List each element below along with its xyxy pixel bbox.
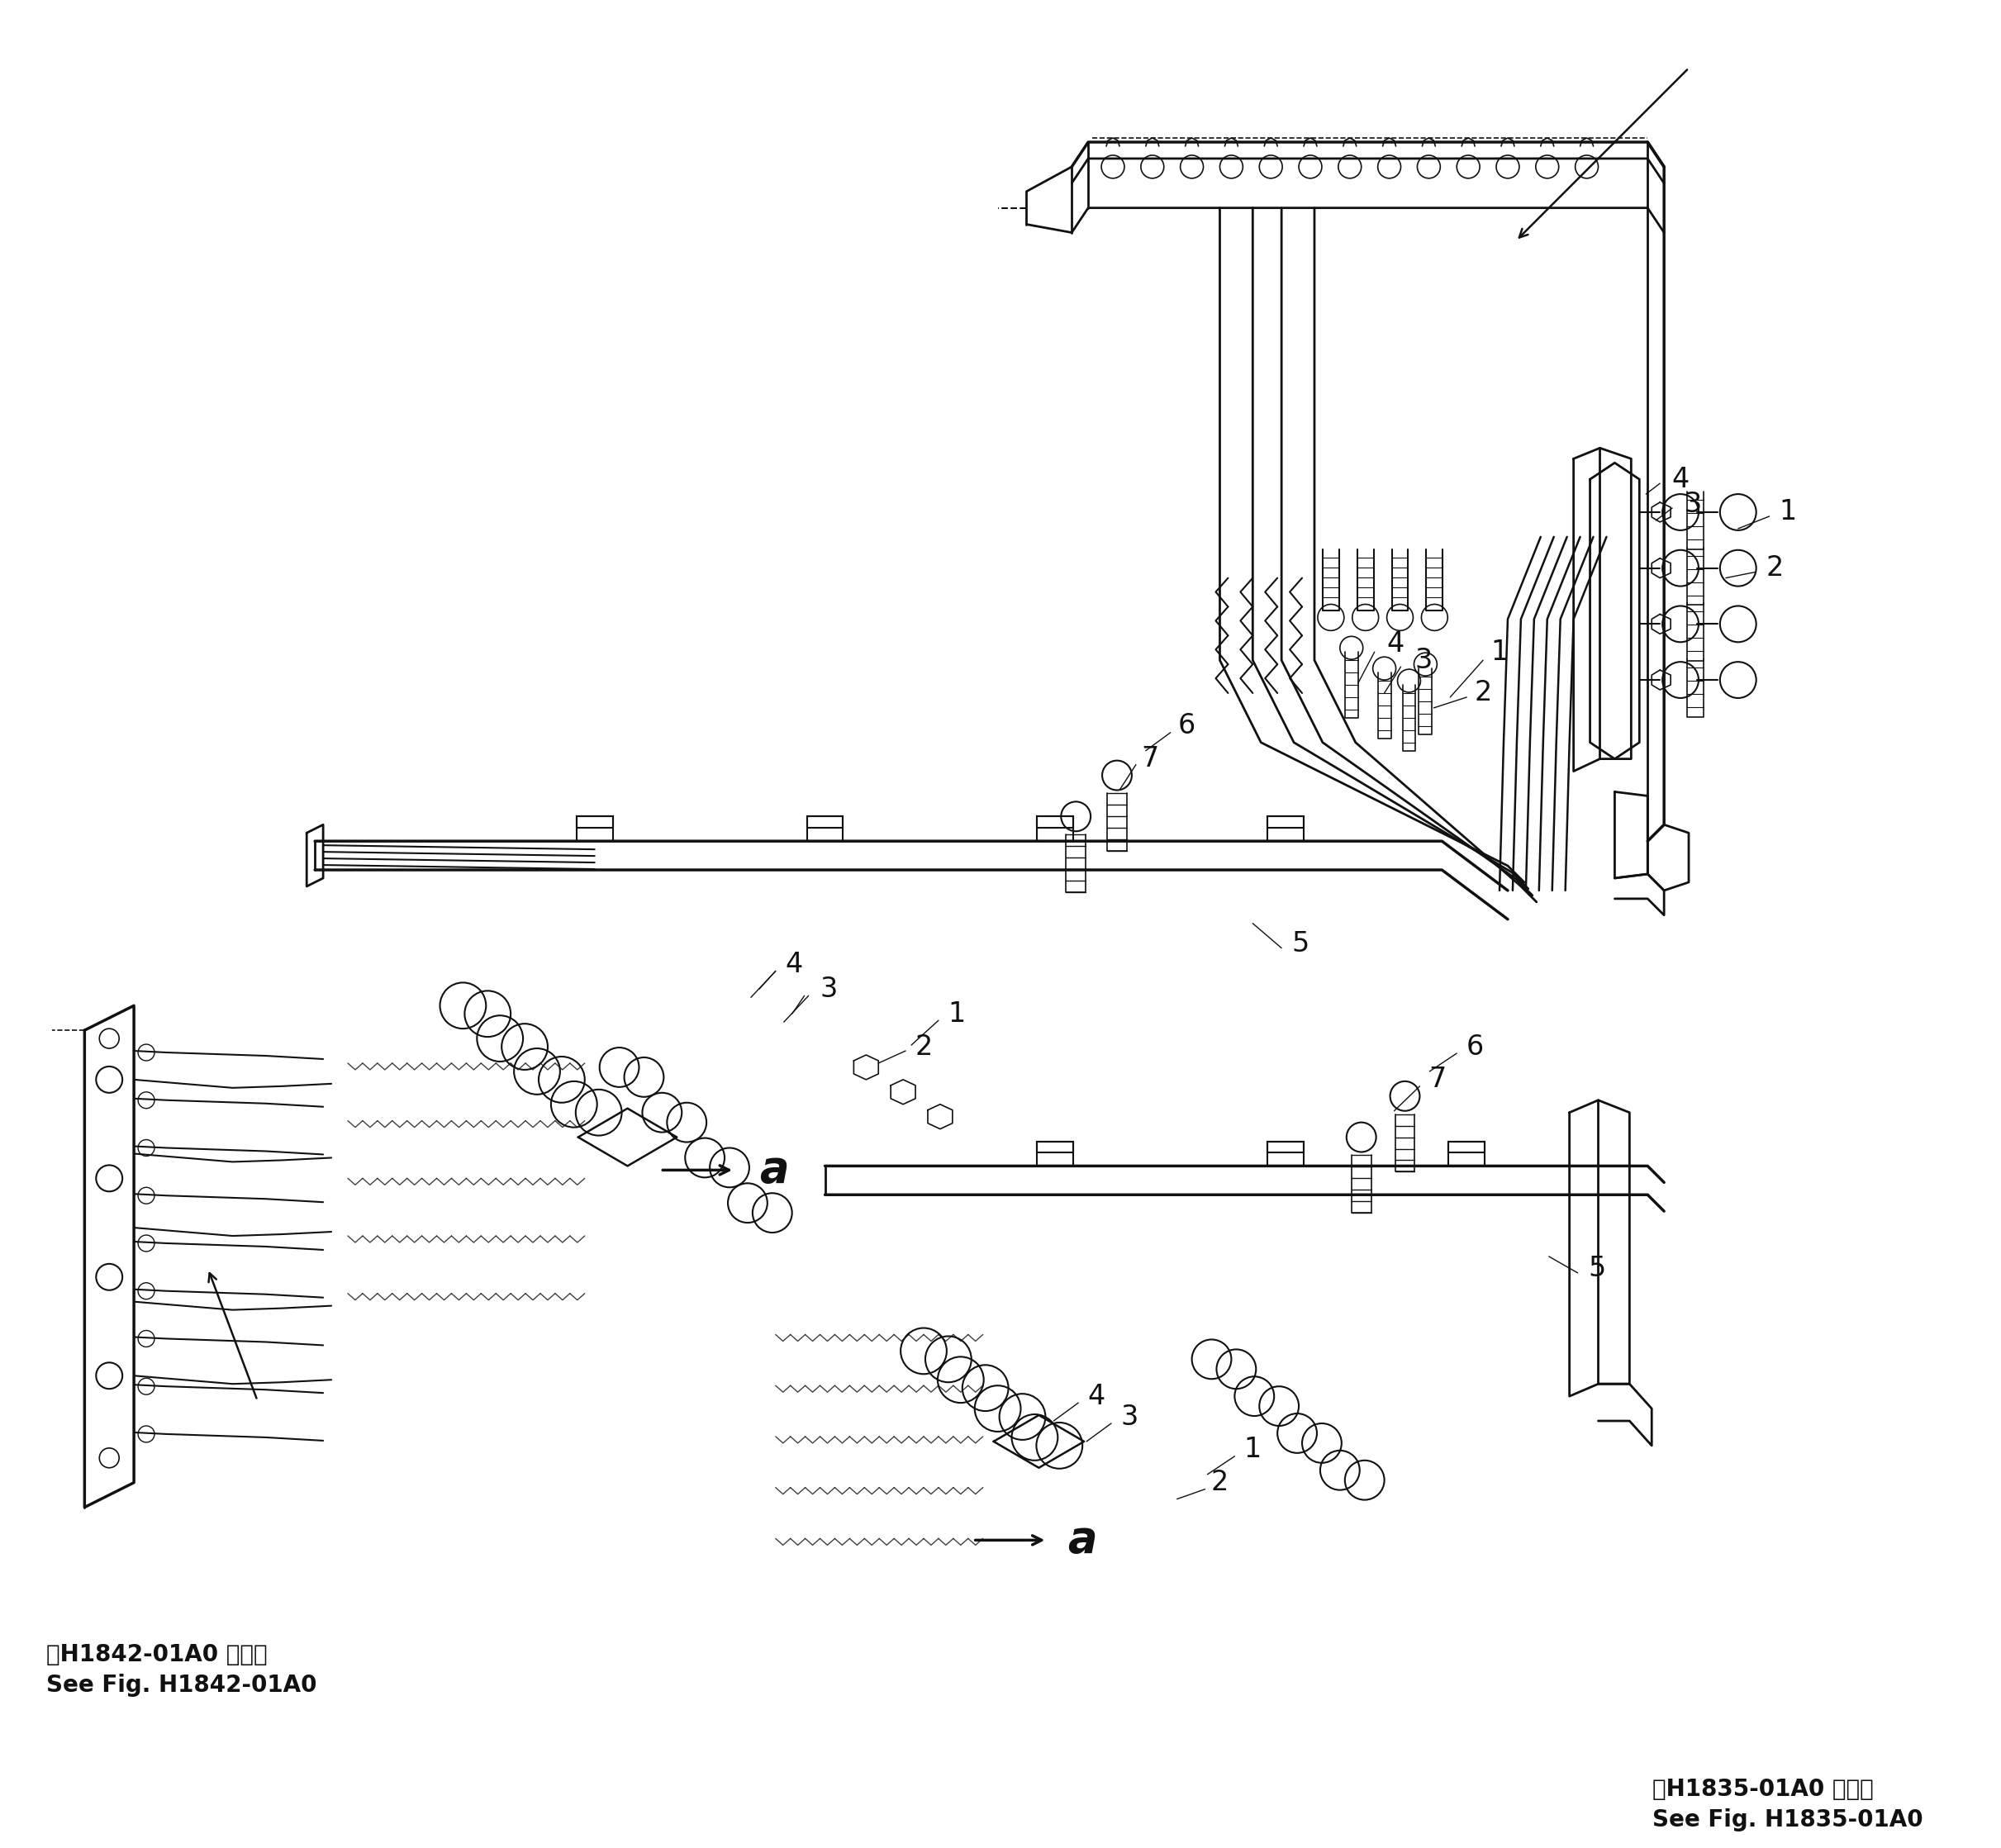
- Bar: [576, 817, 612, 841]
- Bar: [1037, 1142, 1073, 1166]
- Bar: [1267, 1142, 1305, 1166]
- Text: 2: 2: [1211, 1469, 1229, 1497]
- Text: 第H1842-01A0 図参照
See Fig. H1842-01A0: 第H1842-01A0 図参照 See Fig. H1842-01A0: [46, 1643, 316, 1696]
- Text: 2: 2: [914, 1033, 932, 1061]
- Text: 1: 1: [1245, 1436, 1261, 1464]
- Text: 1: 1: [948, 1000, 964, 1027]
- Text: 5: 5: [1589, 1255, 1605, 1283]
- Text: 1: 1: [1491, 638, 1509, 665]
- Text: 2: 2: [1475, 680, 1493, 706]
- Bar: [806, 817, 842, 841]
- Text: 3: 3: [1685, 490, 1701, 517]
- Text: a: a: [1069, 1519, 1097, 1562]
- Text: a: a: [758, 1149, 788, 1192]
- Bar: [576, 817, 612, 828]
- Bar: [1267, 817, 1305, 841]
- Text: 4: 4: [784, 952, 802, 978]
- Text: 4: 4: [1387, 630, 1405, 658]
- Text: 2: 2: [1767, 554, 1785, 582]
- Bar: [1449, 1142, 1485, 1153]
- Text: 4: 4: [1089, 1382, 1105, 1410]
- Text: 1: 1: [1779, 499, 1797, 527]
- Text: 3: 3: [1415, 647, 1433, 675]
- Text: 3: 3: [1121, 1403, 1139, 1430]
- Text: 4: 4: [1671, 466, 1689, 493]
- Bar: [806, 817, 842, 828]
- Text: 第H1835-01A0 図参照
See Fig. H1835-01A0: 第H1835-01A0 図参照 See Fig. H1835-01A0: [1653, 1778, 1923, 1831]
- Text: 6: 6: [1179, 711, 1197, 739]
- Text: 7: 7: [1141, 745, 1159, 772]
- Bar: [1037, 1142, 1073, 1153]
- Text: 6: 6: [1467, 1033, 1483, 1061]
- Bar: [1037, 817, 1073, 828]
- Bar: [1037, 817, 1073, 841]
- Bar: [1449, 1142, 1485, 1166]
- Bar: [1267, 1142, 1305, 1153]
- Bar: [1267, 817, 1305, 828]
- Text: 5: 5: [1293, 930, 1309, 957]
- Text: 3: 3: [820, 976, 838, 1003]
- Text: 7: 7: [1429, 1066, 1447, 1094]
